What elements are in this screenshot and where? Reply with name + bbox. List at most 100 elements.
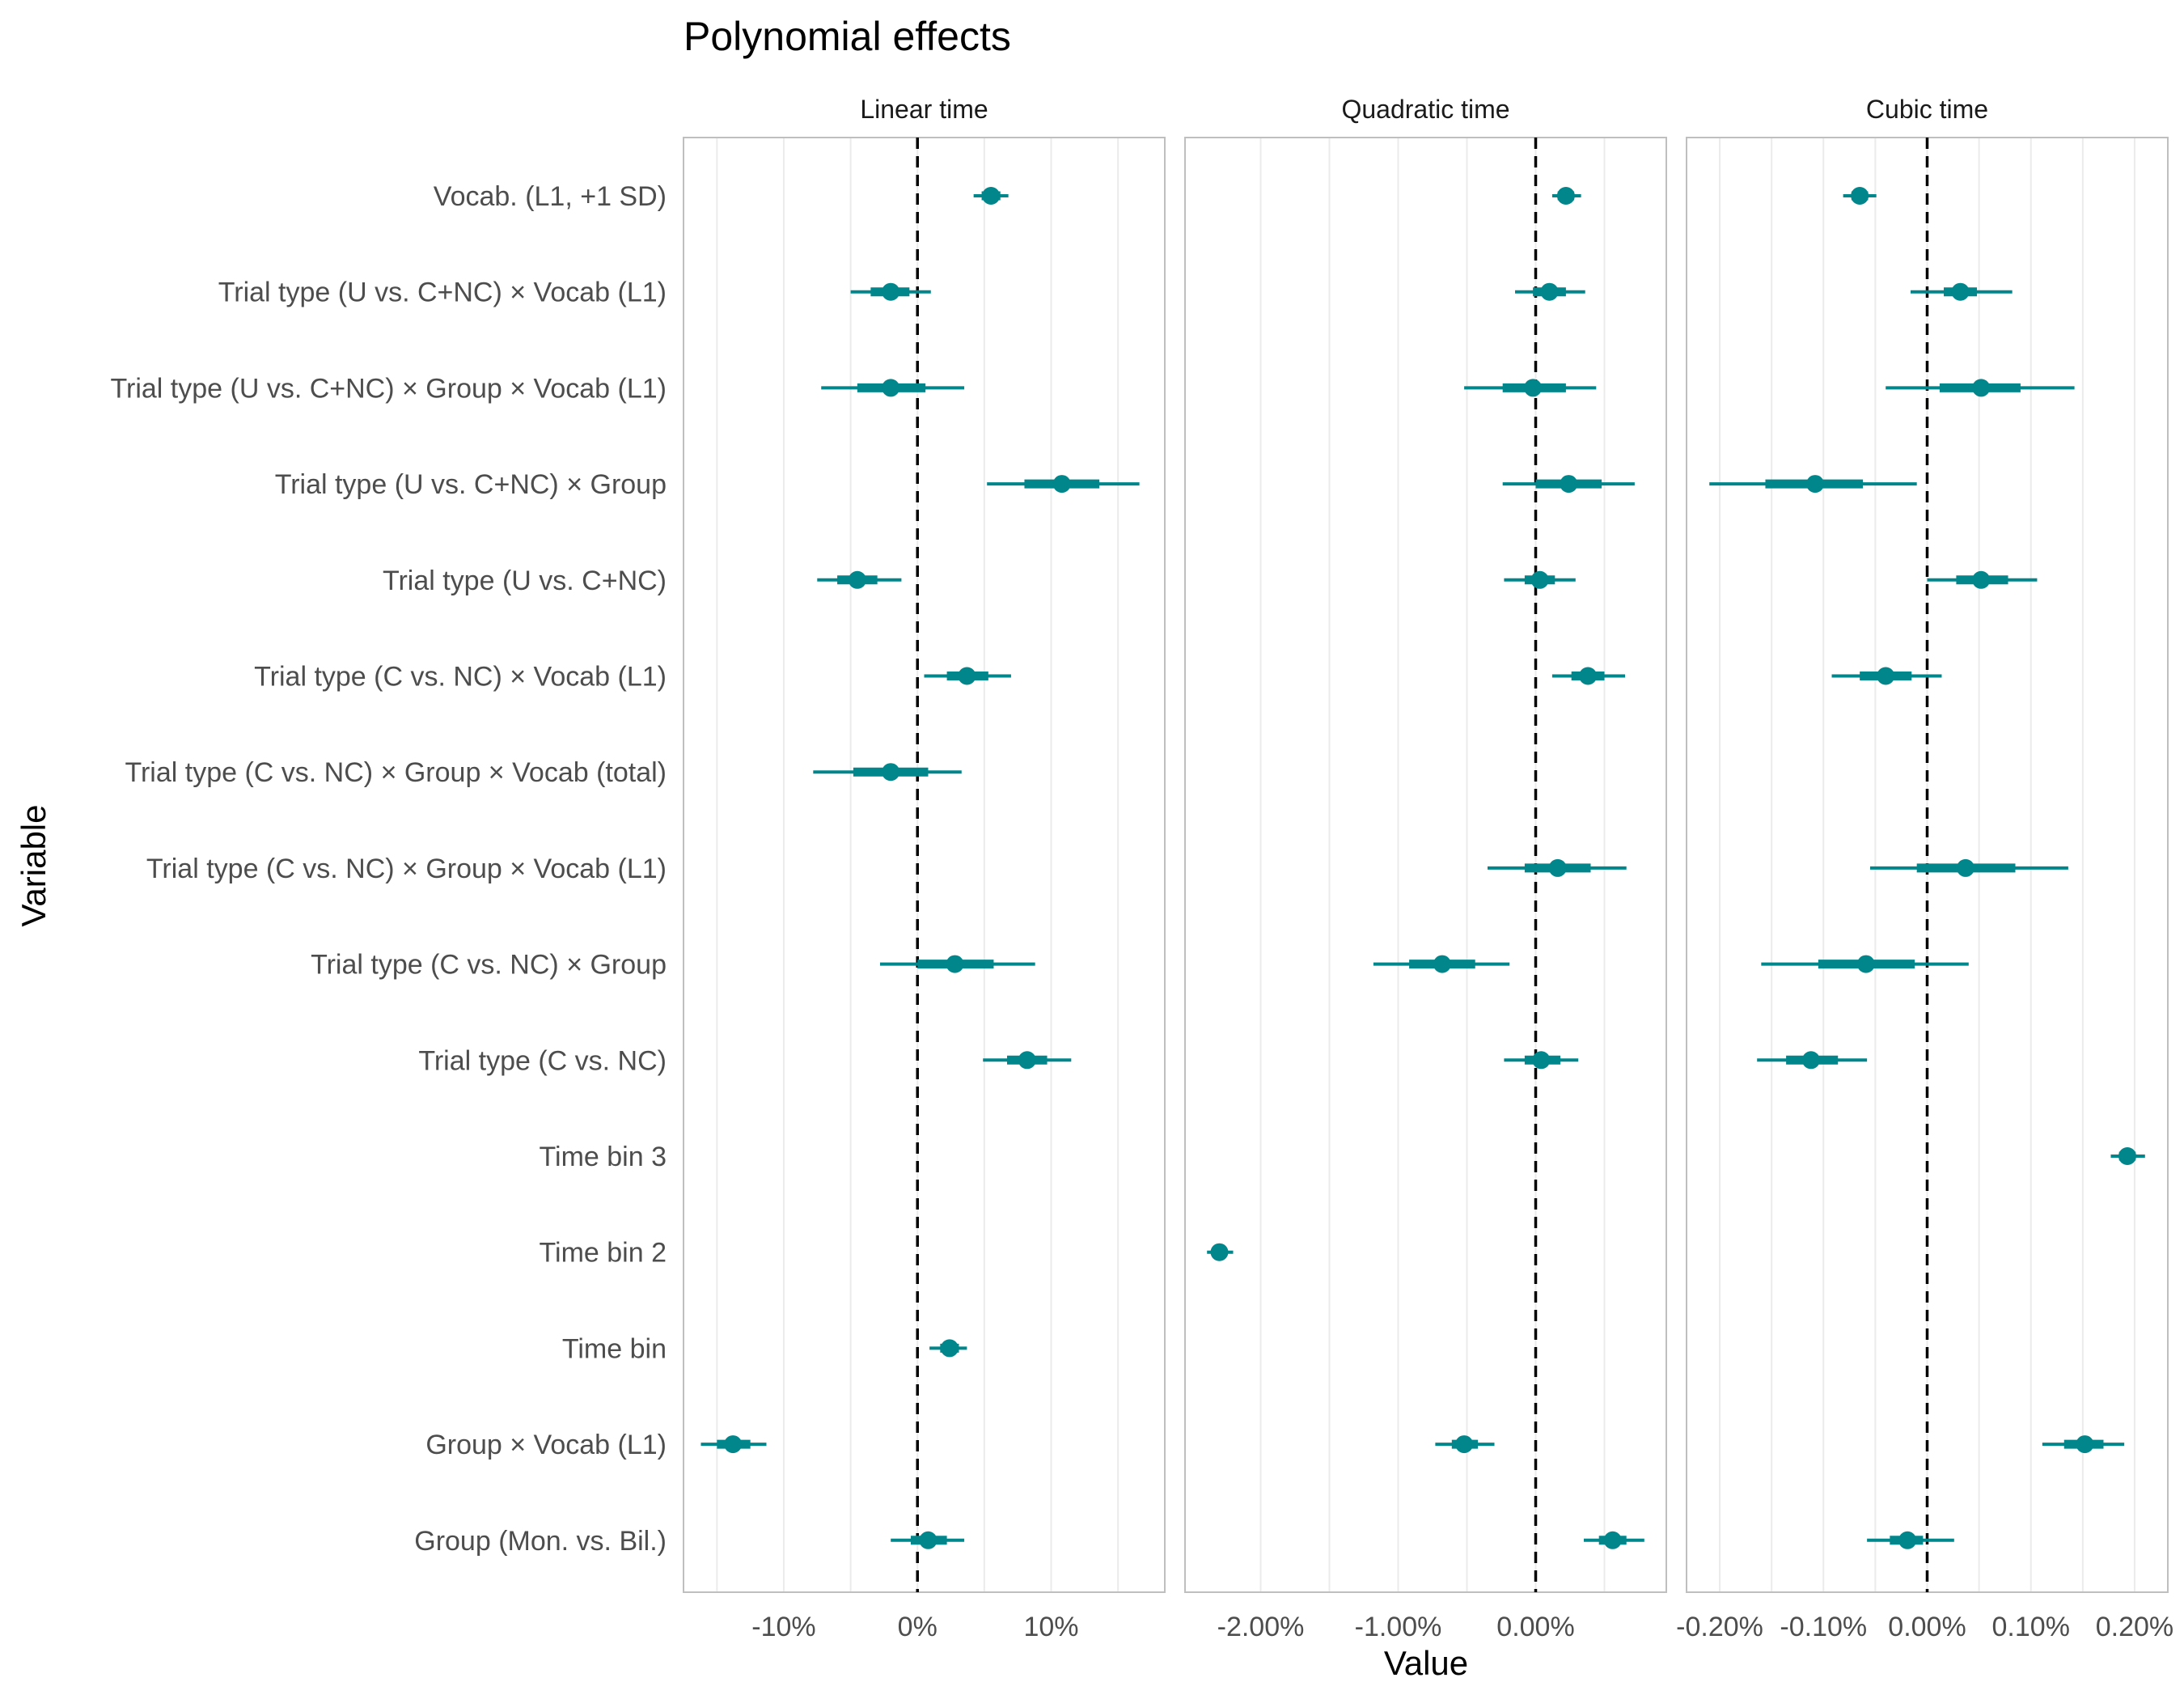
point-estimate bbox=[1856, 955, 1875, 973]
point-estimate bbox=[848, 570, 866, 589]
x-tick-label: 0% bbox=[898, 1612, 938, 1642]
point-estimate bbox=[1806, 475, 1825, 494]
x-tick-label: 10% bbox=[1023, 1612, 1078, 1642]
y-axis-labels: Vocab. (L1, +1 SD) Trial type (U vs. C+NC… bbox=[111, 181, 667, 1557]
x-tick-label: 0.10% bbox=[1992, 1612, 2070, 1642]
panel-border bbox=[1184, 137, 1667, 1593]
point-estimate bbox=[1801, 1051, 1820, 1070]
estimate-trial-type-c-vs-nc-group-vocab-total bbox=[813, 763, 962, 782]
point-estimate bbox=[1433, 955, 1451, 973]
y-tick-label-trial-type-u-vs-c-nc-group: Trial type (U vs. C+NC) × Group bbox=[275, 469, 667, 500]
estimate-trial-type-u-vs-c-nc bbox=[817, 570, 902, 589]
point-estimate bbox=[1018, 1051, 1036, 1070]
x-tick-label: 0.20% bbox=[2096, 1612, 2173, 1642]
panel-title-linear-time: Linear time bbox=[860, 95, 988, 124]
point-estimate bbox=[1972, 570, 1991, 589]
x-axis-title: Value bbox=[1384, 1644, 1468, 1682]
panel-title-cubic-time: Cubic time bbox=[1866, 95, 1988, 124]
estimate-trial-type-c-vs-nc-group-vocab-l1 bbox=[1869, 858, 2068, 877]
estimate-vocab-l1-1-sd bbox=[1551, 187, 1581, 205]
point-estimate bbox=[1951, 282, 1970, 301]
point-estimate bbox=[1877, 667, 1895, 685]
estimate-trial-type-u-vs-c-nc bbox=[1927, 570, 2038, 589]
point-estimate bbox=[982, 187, 1001, 205]
panel-title-quadratic-time: Quadratic time bbox=[1341, 95, 1509, 124]
panel-linear-time: Linear time -10% 0% 10% bbox=[683, 95, 1166, 1642]
y-tick-label-trial-type-c-vs-nc-vocab-l1: Trial type (C vs. NC) × Vocab (L1) bbox=[254, 662, 667, 693]
estimate-time-bin-3 bbox=[2110, 1147, 2145, 1165]
point-estimate bbox=[882, 763, 900, 782]
panel-border bbox=[683, 137, 1166, 1593]
estimate-group-vocab-l1 bbox=[700, 1435, 767, 1454]
estimate-trial-type-u-vs-c-nc-group bbox=[987, 475, 1140, 494]
estimate-vocab-l1-1-sd bbox=[1843, 187, 1877, 205]
estimate-trial-type-c-vs-nc bbox=[1757, 1051, 1868, 1070]
point-estimate bbox=[946, 955, 964, 973]
estimate-trial-type-u-vs-c-nc-group-vocab-l1 bbox=[1886, 379, 2075, 397]
x-tick-label: -10% bbox=[751, 1612, 815, 1642]
point-estimate bbox=[2118, 1147, 2136, 1165]
point-estimate bbox=[1052, 475, 1071, 494]
y-tick-label-trial-type-c-vs-nc: Trial type (C vs. NC) bbox=[418, 1045, 667, 1076]
y-tick-label-group-vocab-l1: Group × Vocab (L1) bbox=[425, 1430, 667, 1460]
estimate-trial-type-c-vs-nc-vocab-l1 bbox=[1551, 667, 1625, 685]
y-tick-label-time-bin: Time bin bbox=[562, 1333, 667, 1364]
point-estimate bbox=[919, 1531, 938, 1549]
point-estimate bbox=[724, 1435, 743, 1454]
point-estimate bbox=[1956, 858, 1974, 877]
point-estimate bbox=[1540, 282, 1559, 301]
estimate-trial-type-u-vs-c-nc-group bbox=[1502, 475, 1635, 494]
point-estimate bbox=[1603, 1531, 1622, 1549]
estimate-group-mon-vs-bil bbox=[1867, 1531, 1954, 1549]
y-tick-label-group-mon-vs-bil: Group (Mon. vs. Bil.) bbox=[414, 1526, 667, 1557]
estimate-trial-type-c-vs-nc-vocab-l1 bbox=[1831, 667, 1942, 685]
point-estimate bbox=[940, 1339, 959, 1358]
x-tick-label: 0.00% bbox=[1496, 1612, 1574, 1642]
estimate-trial-type-c-vs-nc bbox=[1504, 1051, 1579, 1070]
point-estimate bbox=[1530, 570, 1549, 589]
y-tick-label-time-bin-3: Time bin 3 bbox=[540, 1142, 667, 1172]
y-tick-label-trial-type-c-vs-nc-group-vocab-total: Trial type (C vs. NC) × Group × Vocab (t… bbox=[125, 757, 667, 788]
estimate-trial-type-c-vs-nc-group bbox=[1373, 955, 1510, 973]
panel-cubic-time: Cubic time -0.20% -0.10% 0.00% 0.10% 0.20% bbox=[1676, 95, 2173, 1642]
estimate-group-mon-vs-bil bbox=[891, 1531, 965, 1549]
point-estimate bbox=[882, 379, 900, 397]
y-axis-title: Variable bbox=[15, 805, 53, 927]
estimate-vocab-l1-1-sd bbox=[973, 187, 1009, 205]
point-estimate bbox=[958, 667, 976, 685]
point-estimate bbox=[2076, 1435, 2094, 1454]
estimate-time-bin-2 bbox=[1207, 1243, 1234, 1261]
y-tick-label-vocab-l1-1-sd: Vocab. (L1, +1 SD) bbox=[434, 181, 667, 212]
estimate-group-vocab-l1 bbox=[1435, 1435, 1495, 1454]
point-estimate bbox=[1851, 187, 1869, 205]
y-tick-label-time-bin-2: Time bin 2 bbox=[540, 1238, 667, 1269]
point-estimate bbox=[1972, 379, 1991, 397]
estimate-time-bin bbox=[929, 1339, 967, 1358]
y-tick-label-trial-type-u-vs-c-nc: Trial type (U vs. C+NC) bbox=[383, 566, 667, 596]
point-estimate bbox=[1898, 1531, 1917, 1549]
y-tick-label-trial-type-c-vs-nc-group: Trial type (C vs. NC) × Group bbox=[311, 950, 667, 981]
estimate-group-vocab-l1 bbox=[2042, 1435, 2125, 1454]
panel-quadratic-time: Quadratic time -2.00% -1.00% 0.00% bbox=[1184, 95, 1667, 1642]
estimate-trial-type-c-vs-nc-group bbox=[1761, 955, 1969, 973]
estimate-trial-type-u-vs-c-nc-group-vocab-l1 bbox=[821, 379, 965, 397]
point-estimate bbox=[1556, 187, 1575, 205]
point-estimate bbox=[882, 282, 900, 301]
x-tick-label: -0.10% bbox=[1780, 1612, 1867, 1642]
y-tick-label-trial-type-u-vs-c-nc-vocab-l1: Trial type (U vs. C+NC) × Vocab (L1) bbox=[218, 278, 667, 308]
estimate-trial-type-c-vs-nc-vocab-l1 bbox=[924, 667, 1011, 685]
y-tick-label-trial-type-c-vs-nc-group-vocab-l1: Trial type (C vs. NC) × Group × Vocab (L… bbox=[146, 854, 667, 884]
estimate-trial-type-c-vs-nc-group-vocab-l1 bbox=[1488, 858, 1627, 877]
facet-panels: Linear time -10% 0% 10% Quadratic time -2.00%… bbox=[683, 95, 2173, 1642]
estimate-trial-type-c-vs-nc bbox=[983, 1051, 1072, 1070]
x-tick-label: 0.00% bbox=[1888, 1612, 1966, 1642]
estimate-group-mon-vs-bil bbox=[1584, 1531, 1644, 1549]
estimate-trial-type-u-vs-c-nc-group bbox=[1709, 475, 1917, 494]
point-estimate bbox=[1210, 1243, 1229, 1261]
estimate-trial-type-u-vs-c-nc-vocab-l1 bbox=[1910, 282, 2013, 301]
point-estimate bbox=[1548, 858, 1567, 877]
point-estimate bbox=[1455, 1435, 1474, 1454]
estimate-trial-type-u-vs-c-nc bbox=[1504, 570, 1576, 589]
x-tick-label: -1.00% bbox=[1355, 1612, 1442, 1642]
